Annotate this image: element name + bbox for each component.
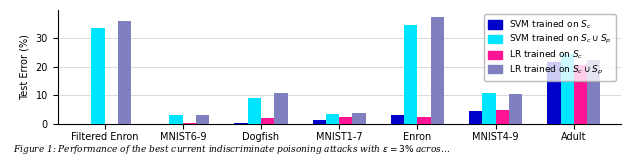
Bar xyxy=(170,115,183,124)
Bar xyxy=(118,21,131,124)
Bar xyxy=(92,28,104,124)
Bar xyxy=(261,118,275,124)
Bar xyxy=(353,113,366,124)
Bar xyxy=(431,17,444,124)
Text: Figure 1: Performance of the best current indiscriminate poisoning attacks with : Figure 1: Performance of the best curren… xyxy=(13,143,450,156)
Bar xyxy=(196,115,209,124)
Bar xyxy=(561,54,574,124)
Bar xyxy=(509,94,522,124)
Bar xyxy=(483,93,495,124)
Legend: SVM trained on $S_c$, SVM trained on $S_c \cup S_p$, LR trained on $S_c$, LR tra: SVM trained on $S_c$, SVM trained on $S_… xyxy=(484,14,616,81)
Bar xyxy=(326,114,339,124)
Y-axis label: Test Error (%): Test Error (%) xyxy=(20,34,30,100)
Bar xyxy=(587,60,600,124)
Bar xyxy=(495,110,509,124)
Bar xyxy=(275,93,287,124)
Bar xyxy=(404,25,417,124)
Bar xyxy=(574,65,587,124)
Bar xyxy=(339,117,353,124)
Bar xyxy=(547,62,561,124)
Bar xyxy=(183,123,196,124)
Bar xyxy=(248,98,261,124)
Bar xyxy=(391,115,404,124)
Bar xyxy=(469,111,483,124)
Bar xyxy=(312,120,326,124)
Bar xyxy=(417,117,431,124)
Bar xyxy=(234,123,248,124)
